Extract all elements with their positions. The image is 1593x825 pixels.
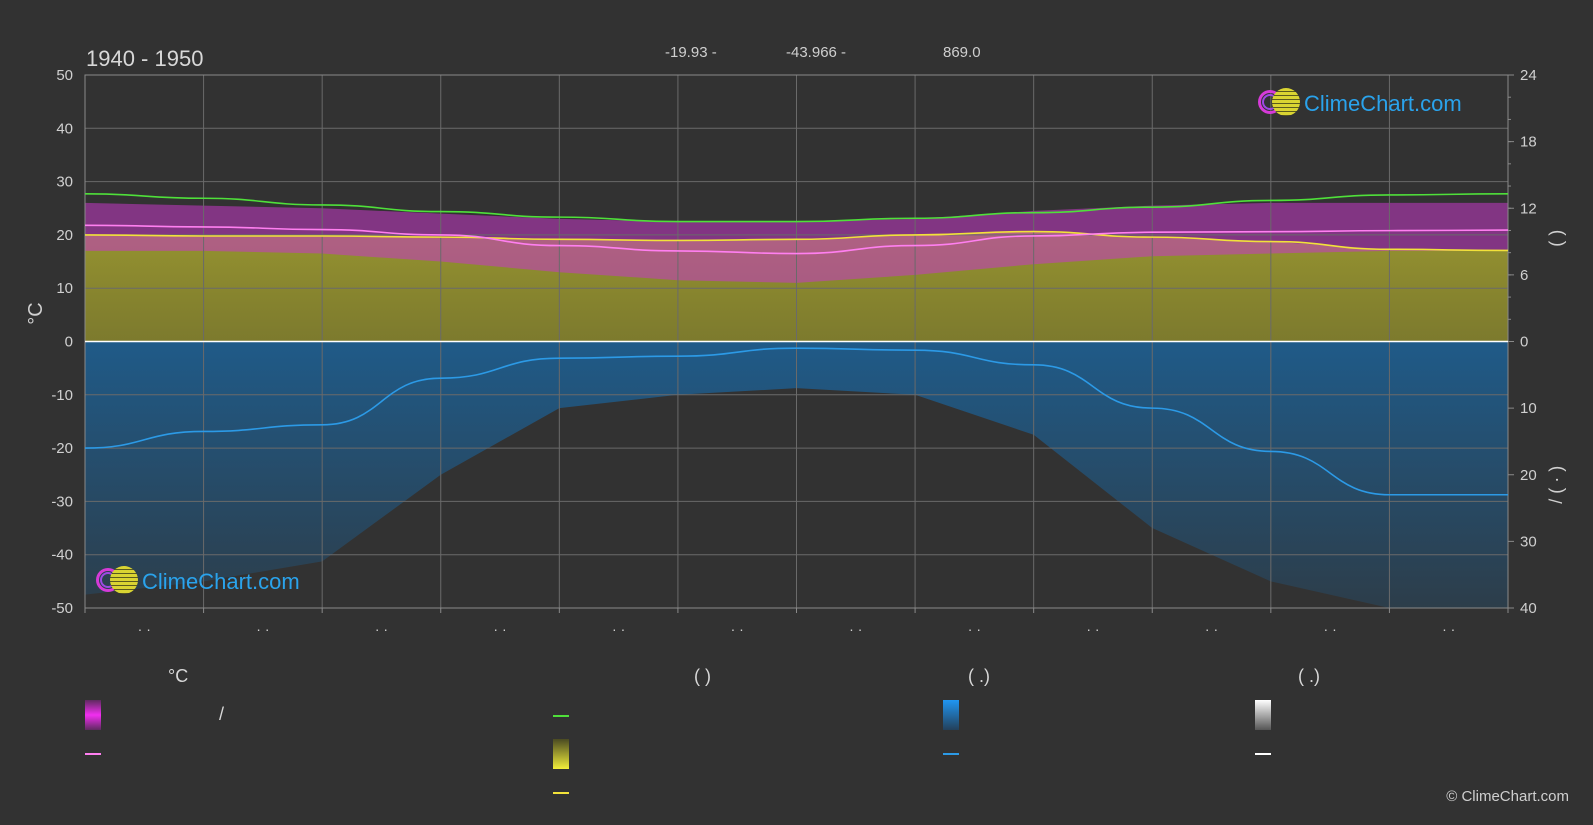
y-tick-label: -50	[51, 600, 73, 617]
period-title: 1940 - 1950	[86, 46, 204, 71]
legend-hours-title: ( )	[694, 666, 711, 686]
copyright: © ClimeChart.com	[1446, 788, 1569, 805]
y-tick-label: 40	[56, 120, 73, 137]
x-tick-label: · ·	[375, 621, 388, 637]
climechart-logo-icon	[96, 566, 138, 598]
climechart-logo-icon	[1258, 88, 1300, 120]
legend-snow-swatch	[1255, 700, 1271, 730]
logo-text: ClimeChart.com	[142, 569, 300, 594]
legend-sunshine-swatch	[553, 739, 569, 769]
x-tick-label: · ·	[968, 621, 981, 637]
logo-text: ClimeChart.com	[1304, 91, 1462, 116]
x-tick-label: · ·	[1324, 621, 1337, 637]
logo-bottom[interactable]: ClimeChart.com	[96, 566, 300, 598]
legend-precip-title: ( .)	[968, 666, 990, 686]
y-tick-label: 20	[56, 227, 73, 244]
x-tick-label: · ·	[731, 621, 744, 637]
y-tick-label: -10	[51, 387, 73, 404]
chart-lines	[84, 193, 1509, 496]
right-upper-tick-label: 0	[1520, 334, 1528, 351]
daylight-line	[84, 193, 1509, 223]
legend-temp-range-swatch	[85, 700, 101, 730]
y-tick-label: -30	[51, 493, 73, 510]
legend-daylight-line	[553, 715, 569, 717]
legend-temp-mean-line	[85, 753, 101, 755]
precipitation-line	[84, 347, 1508, 496]
right-lower-tick-label: 30	[1520, 533, 1537, 550]
right-lower-tick-label: 20	[1520, 467, 1537, 484]
y-tick-label: -20	[51, 440, 73, 457]
x-tick-label: · ·	[493, 621, 506, 637]
right-upper-tick-label: 12	[1520, 200, 1537, 217]
legend-temp-range-sep: /	[219, 704, 225, 724]
x-tick-label: · ·	[612, 621, 625, 637]
logo-top[interactable]: ClimeChart.com	[1258, 88, 1462, 120]
legend-temperature-title: °C	[168, 666, 189, 686]
x-tick-label: · ·	[1442, 621, 1455, 637]
chart-axes: 50 40 30 20 10 0 -10 -20 -30 -40 -50 °C 24 18 12 6 0 10 20…	[25, 67, 1566, 637]
climate-chart: 50 40 30 20 10 0 -10 -20 -30 -40 -50 °C 24 18 12 6 0 10 20…	[25, 67, 1566, 637]
y-tick-label: 0	[65, 334, 73, 351]
x-tick-label: · ·	[256, 621, 269, 637]
right-upper-tick-label: 6	[1520, 267, 1528, 284]
legend-precip-line	[943, 753, 959, 755]
right-lower-axis-label: / ( · )	[1546, 466, 1566, 504]
right-upper-tick-label: 24	[1520, 67, 1537, 84]
right-lower-tick-label: 10	[1520, 400, 1537, 417]
temp_mean-line	[84, 224, 1509, 255]
x-tick-label: · ·	[1205, 621, 1218, 637]
y-axis-label: °C	[25, 302, 47, 324]
right-lower-tick-label: 40	[1520, 600, 1537, 617]
legend-precip-swatch	[943, 700, 959, 730]
x-tick-label: · ·	[138, 621, 151, 637]
legend-snow-title: ( .)	[1298, 666, 1320, 686]
y-tick-label: -40	[51, 547, 73, 564]
longitude-label: -43.966 -	[786, 44, 847, 61]
y-tick-label: 50	[56, 67, 73, 84]
x-tick-label: · ·	[849, 621, 862, 637]
elevation-label: 869.0	[943, 44, 981, 61]
legend-sunshine-line	[553, 792, 569, 794]
y-tick-label: 30	[56, 174, 73, 191]
right-upper-tick-label: 18	[1520, 134, 1537, 151]
y-tick-label: 10	[56, 280, 73, 297]
latitude-label: -19.93 -	[665, 44, 717, 61]
x-tick-label: · ·	[1086, 621, 1099, 637]
sunshine-line	[84, 230, 1509, 252]
right-upper-axis-label: ( )	[1546, 230, 1566, 247]
legend-snow-line	[1255, 753, 1271, 755]
